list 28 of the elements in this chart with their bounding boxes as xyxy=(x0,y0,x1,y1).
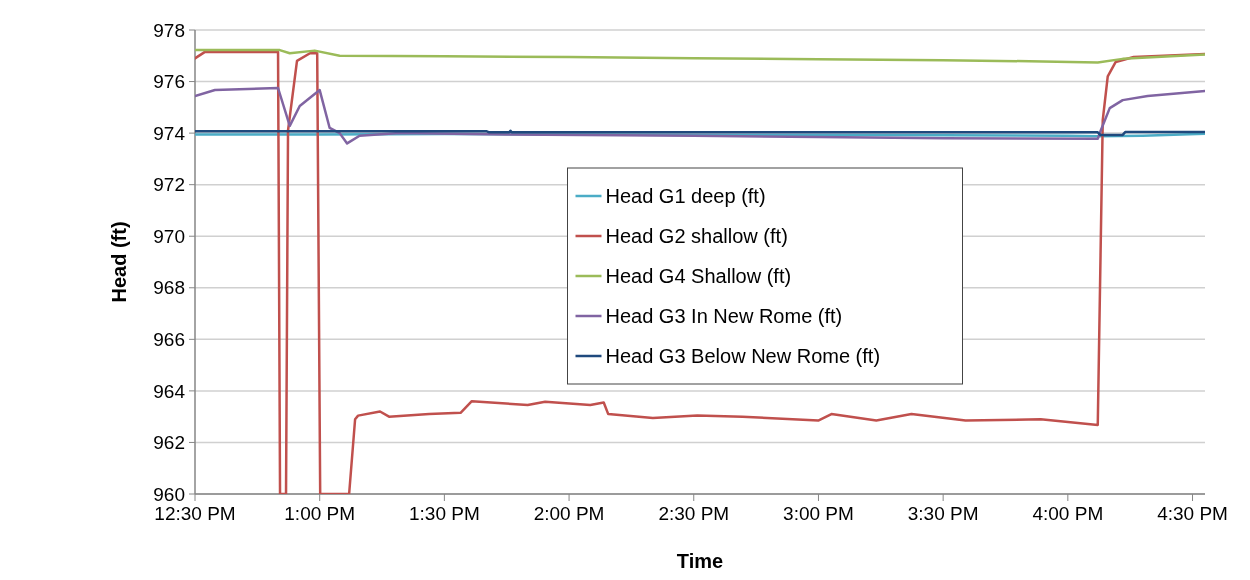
x-tick-label: 1:30 PM xyxy=(409,503,480,524)
legend-label: Head G2 shallow (ft) xyxy=(605,225,788,247)
legend-label: Head G3 Below New Rome (ft) xyxy=(605,345,881,367)
x-tick-label: 3:00 PM xyxy=(783,503,854,524)
y-tick-label: 966 xyxy=(153,328,185,350)
line-series xyxy=(195,86,1205,145)
y-tick-label: 972 xyxy=(153,174,185,196)
x-axis-title: Time xyxy=(676,550,724,572)
x-tick-label: 1:00 PM xyxy=(284,503,356,524)
legend-label: Head G3 In New Rome (ft) xyxy=(605,305,843,327)
x-tick-label: 2:00 PM xyxy=(533,503,605,524)
y-axis-title: Head (ft) xyxy=(108,221,130,303)
legend-label: Head G1 deep (ft) xyxy=(605,185,766,207)
y-tick-label: 978 xyxy=(153,19,185,41)
y-tick-label: 974 xyxy=(153,122,186,144)
y-tick-label: 976 xyxy=(153,71,185,93)
x-tick-label: 4:00 PM xyxy=(1032,503,1104,524)
line-series xyxy=(195,48,1205,64)
y-tick-label: 960 xyxy=(153,483,185,505)
legend-label: Head G4 Shallow (ft) xyxy=(605,265,792,287)
x-tick-label: 12:30 PM xyxy=(154,503,236,524)
y-tick-label: 964 xyxy=(153,380,186,402)
y-tick-label: 970 xyxy=(153,225,185,247)
x-tick-label: 2:30 PM xyxy=(658,503,730,524)
y-tick-label: 968 xyxy=(153,277,185,299)
x-tick-label: 4:30 PM xyxy=(1157,503,1228,524)
y-tick-label: 962 xyxy=(153,432,185,454)
x-tick-label: 3:30 PM xyxy=(907,503,979,524)
